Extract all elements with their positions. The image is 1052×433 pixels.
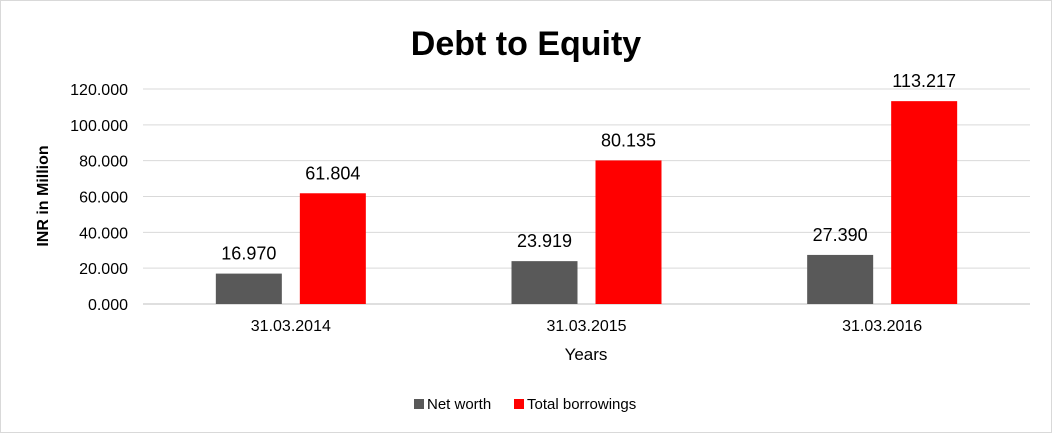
x-tick-label: 31.03.2016 (842, 318, 922, 335)
bar-total-borrowings (595, 160, 662, 304)
legend-label: Total borrowings (527, 396, 636, 413)
y-tick-label: 100.000 (70, 118, 128, 135)
data-labels: 16.970 61.804 23.919 80.135 27.390 113.217 (221, 71, 956, 263)
y-tick-label: 40.000 (79, 225, 128, 242)
y-axis-ticks: 0.000 20.000 40.000 60.000 80.000 100.000 120.… (70, 82, 128, 314)
bars (215, 101, 958, 304)
chart-title: Debt to Equity (411, 25, 642, 63)
legend: Net worth Total borrowings (414, 396, 636, 413)
bar-net-worth (807, 254, 874, 304)
y-tick-label: 60.000 (79, 190, 128, 207)
bar-net-worth (215, 273, 282, 304)
legend-swatch (414, 399, 424, 409)
legend-label: Net worth (427, 396, 491, 413)
data-label: 113.217 (892, 71, 956, 91)
data-label: 80.135 (601, 130, 656, 150)
y-tick-label: 20.000 (79, 261, 128, 278)
x-axis-ticks: 31.03.2014 31.03.2015 31.03.2016 (251, 318, 923, 335)
data-label: 61.804 (305, 163, 360, 183)
y-tick-label: 0.000 (88, 297, 128, 314)
y-tick-label: 120.000 (70, 82, 128, 99)
data-label: 27.390 (813, 225, 868, 245)
y-axis-title: INR in Million (35, 145, 52, 246)
data-label: 16.970 (221, 244, 276, 264)
bar-total-borrowings (891, 101, 958, 304)
data-label: 23.919 (517, 231, 572, 251)
x-tick-label: 31.03.2014 (251, 318, 331, 335)
bar-total-borrowings (299, 193, 366, 304)
y-tick-label: 80.000 (79, 154, 128, 171)
legend-swatch (514, 399, 524, 409)
bar-net-worth (511, 261, 578, 304)
x-axis-title: Years (565, 345, 608, 364)
x-tick-label: 31.03.2015 (546, 318, 626, 335)
gridlines (143, 88, 1030, 305)
